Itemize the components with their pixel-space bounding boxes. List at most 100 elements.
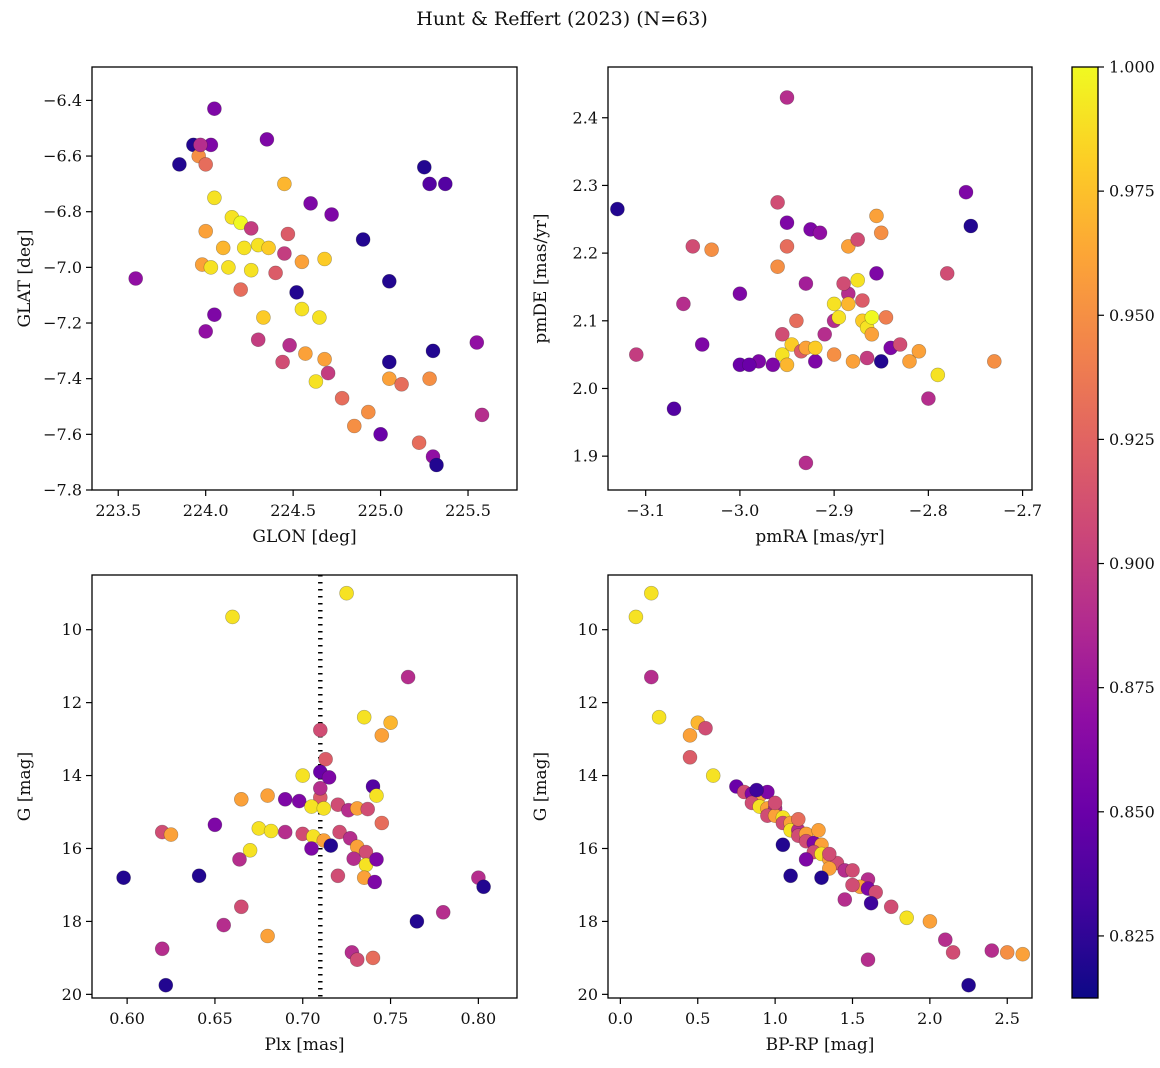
scatter-point [798,276,814,291]
scatter-point [821,846,837,862]
scatter-point [367,874,383,890]
scatter-point [845,354,861,369]
scatter-point [937,932,953,948]
colorbar-tick-label: 0.975 [1109,182,1155,201]
scatter-point [705,768,721,783]
y-tick-label: 2.4 [573,108,598,127]
x-tick-label: 1.5 [840,1009,865,1028]
scatter-point [323,838,339,853]
x-axis-label: BP-RP [mag] [766,1035,875,1055]
scatter-point [303,196,318,211]
scatter-point [850,232,866,247]
scatter-point [207,190,222,206]
scatter-point [263,823,279,839]
scatter-point [374,815,390,831]
scatter-point [330,868,346,884]
scatter-point [203,260,219,275]
scatter-point [922,914,938,929]
x-tick-label: 0.65 [197,1009,233,1028]
scatter-point [416,159,432,175]
scatter-point [277,824,293,840]
scatter-point [840,296,856,312]
scatter-point [899,910,915,926]
scatter-point [236,240,252,256]
scatter-point [304,799,319,814]
y-tick-label: −7.8 [43,481,82,500]
x-tick-label: 0.80 [461,1009,497,1028]
scatter-point [429,457,444,473]
y-tick-label: 12 [62,693,82,712]
colorbar-frame [1071,66,1099,999]
scatter-point [232,852,247,867]
scatter-point [770,195,785,210]
scatter-point [963,218,979,234]
y-tick-label: −6.6 [43,147,82,166]
scatter-point [474,407,490,423]
scatter-point [282,337,297,353]
scatter-point [225,609,240,625]
x-tick-label: 225.5 [445,501,491,520]
scatter-point [356,709,372,725]
x-tick-label: 2.0 [917,1009,942,1028]
y-tick-label: 18 [578,912,598,931]
x-tick-label: −3.0 [720,501,759,520]
scatter-point [422,371,437,387]
scatter-point [158,977,174,993]
scatter-point [369,788,384,803]
scatter-point [850,272,866,288]
scatter-point [198,223,213,239]
scatter-point [732,286,748,302]
x-axis-label: Plx [mas] [264,1035,344,1055]
scatter-point [790,811,806,827]
colorbar: 0.825 0.850 0.875 0.900 0.925 0.950 0.975 1.000 [1071,58,1155,999]
scatter-point [425,343,441,359]
y-tick-label: 10 [578,620,598,639]
y-tick-label: 16 [578,839,598,858]
colorbar-tick-label: 0.825 [1109,926,1155,945]
x-tick-label: 225.0 [358,501,404,520]
x-tick-label: 0.60 [109,1009,145,1028]
scatter-point [945,945,961,960]
x-tick-label: 0.5 [685,1009,710,1028]
scatter-point [1015,946,1031,962]
scatter-point [243,262,259,278]
y-axis-label: G [mag] [531,752,551,821]
scatter-point [984,943,1000,958]
scatter-point [400,669,416,685]
scatter-point [774,326,790,342]
scatter-point [437,176,453,192]
scatter-point [312,722,328,738]
panel-bprp-g: 0.0 0.5 1.0 1.5 2.0 2.5 10 12 14 16 18 20 BP-RP [mag… [531,574,1033,1055]
scatter-point [411,435,427,451]
figure-title: Hunt & Reffert (2023) (N=63) [416,8,708,30]
scatter-point [878,310,894,325]
scatter-point [215,240,231,256]
scatter-point [628,609,644,625]
scatter-point [930,367,946,383]
scatter-point [260,928,275,944]
y-tick-label: 12 [578,693,598,712]
scatter-point [694,337,710,352]
axes-frame [607,574,1033,999]
scatter-point [863,895,879,911]
scatter-point [435,904,451,920]
scatter-point [676,296,691,312]
scatter-point [469,335,485,350]
scatter-point [383,715,398,731]
y-tick-label: 2.1 [573,311,598,330]
scatter-point [765,357,781,373]
y-tick-label: 20 [62,985,82,1004]
scatter-point [332,824,347,840]
scatter-point [826,296,842,312]
scatter-point [741,357,757,373]
scatter-point [234,791,249,807]
scatter-point [798,455,814,471]
scatter-point [643,669,659,685]
scatter-point [355,232,371,247]
scatter-point [365,950,381,966]
scatter-point [312,310,327,325]
scatter-point [250,332,266,348]
scatter-point [779,357,795,373]
